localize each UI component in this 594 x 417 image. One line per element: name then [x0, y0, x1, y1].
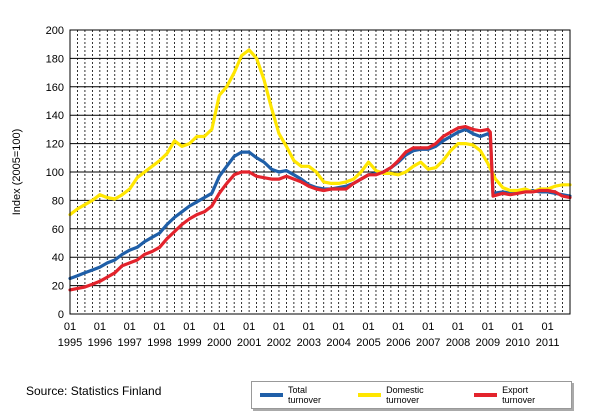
x-tick-month: 01 [333, 321, 345, 333]
y-axis-label: Index (2005=100) [11, 129, 23, 216]
y-axis-ticks: 0 20 40 60 80 100 120 140 160 180 200 [46, 25, 64, 321]
x-tick-year: 1995 [58, 337, 82, 349]
series-line-export-turnover [68, 125, 572, 292]
legend: Total turnover Domestic turnover Export … [251, 381, 572, 409]
series-line-domestic-turnover [68, 48, 572, 217]
y-tick-label: 180 [46, 53, 64, 65]
legend-label-domestic: Domestic turnover [386, 385, 424, 405]
x-tick-year: 2007 [416, 337, 440, 349]
legend-item-total: Total turnover [260, 385, 340, 405]
legend-item-domestic: Domestic turnover [358, 385, 456, 405]
x-tick-year: 1998 [147, 337, 171, 349]
x-tick-year: 2011 [536, 337, 560, 349]
y-tick-label: 20 [52, 281, 64, 293]
y-tick-label: 200 [46, 25, 64, 37]
y-tick-label: 40 [52, 252, 64, 264]
x-tick-year: 1996 [88, 337, 112, 349]
x-tick-month: 01 [452, 321, 464, 333]
y-tick-label: 160 [46, 82, 64, 94]
y-tick-label: 140 [46, 110, 64, 122]
line-chart: 0 20 40 60 80 100 120 140 160 180 200 01 1995 01 1996… [11, 25, 572, 349]
x-tick-year: 2008 [446, 337, 470, 349]
x-tick-month: 01 [512, 321, 524, 333]
plot-frame [69, 29, 571, 315]
y-tick-label: 120 [46, 139, 64, 151]
legend-item-export: Export turnover [474, 385, 561, 405]
x-tick-month: 01 [183, 321, 195, 333]
y-tick-label: 80 [52, 195, 64, 207]
x-tick-month: 01 [303, 321, 315, 333]
legend-swatch-export [474, 393, 498, 397]
x-tick-year: 2003 [297, 337, 321, 349]
x-tick-month: 01 [94, 321, 106, 333]
x-tick-year: 2004 [326, 337, 350, 349]
x-tick-month: 01 [362, 321, 374, 333]
x-tick-year: 2000 [207, 337, 231, 349]
x-tick-month: 01 [273, 321, 285, 333]
x-tick-month: 01 [541, 321, 553, 333]
x-tick-month: 01 [243, 321, 255, 333]
source-note: Source: Statistics Finland [26, 384, 162, 398]
y-tick-label: 0 [58, 309, 64, 321]
x-tick-year: 2006 [386, 337, 410, 349]
x-tick-year: 1999 [177, 337, 201, 349]
legend-label-export: Export turnover [502, 385, 536, 405]
x-tick-month: 01 [64, 321, 76, 333]
x-tick-month: 01 [422, 321, 434, 333]
y-tick-label: 100 [46, 167, 64, 179]
x-tick-month: 01 [124, 321, 136, 333]
x-axis-ticks: 01 1995 01 1996 01 1997 01 1998 01 1999 01 2000 01 20… [58, 321, 560, 349]
legend-swatch-total [260, 393, 283, 397]
x-tick-year: 2001 [237, 337, 261, 349]
x-tick-month: 01 [153, 321, 165, 333]
x-tick-year: 1997 [117, 337, 141, 349]
x-tick-month: 01 [213, 321, 225, 333]
legend-swatch-domestic [358, 393, 382, 397]
legend-label-total: Total turnover [287, 385, 321, 405]
y-tick-label: 60 [52, 224, 64, 236]
x-tick-month: 01 [482, 321, 494, 333]
x-tick-year: 2010 [506, 337, 530, 349]
series-lines [68, 48, 572, 292]
x-tick-year: 2009 [476, 337, 500, 349]
x-tick-year: 2002 [267, 337, 291, 349]
x-tick-month: 01 [392, 321, 404, 333]
x-tick-year: 2005 [356, 337, 380, 349]
